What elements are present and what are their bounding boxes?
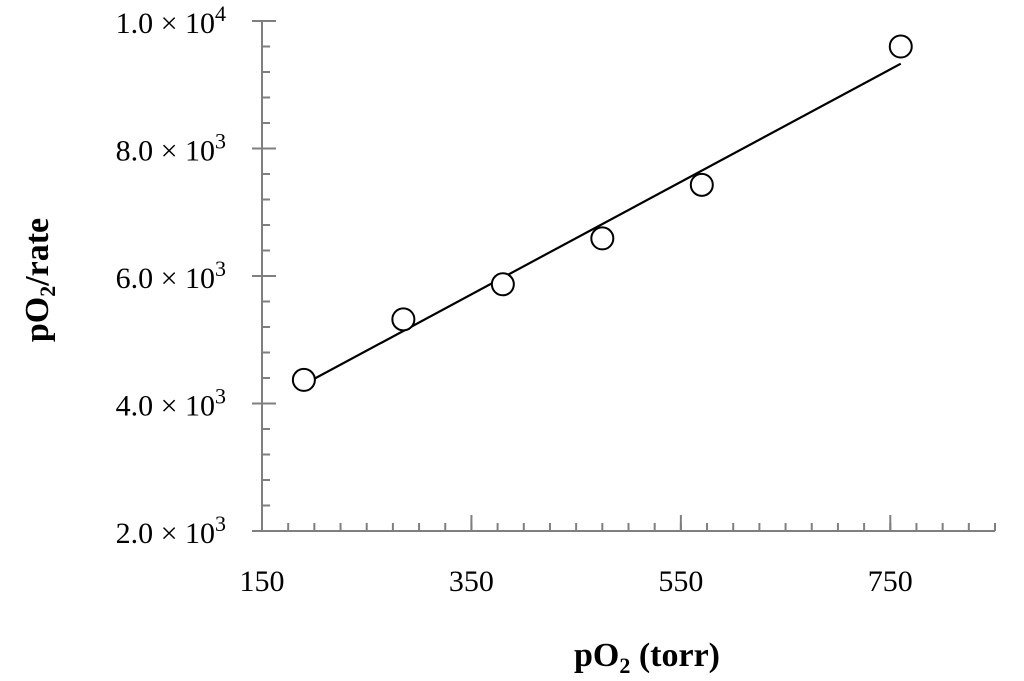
y-tick-label: 1.0 × 104 <box>116 1 226 40</box>
trendline <box>303 62 902 386</box>
data-point <box>689 172 714 197</box>
x-tick-label: 150 <box>240 565 285 598</box>
data-point <box>490 272 515 297</box>
y-tick-label: 2.0 × 103 <box>116 511 226 550</box>
data-point <box>590 226 615 251</box>
x-tick-label: 350 <box>449 565 494 598</box>
x-tick-label: 550 <box>658 565 703 598</box>
y-tick-label: 6.0 × 103 <box>116 256 226 295</box>
y-axis-title: pO2/rate <box>19 218 60 342</box>
y-tick-label: 4.0 × 103 <box>116 384 226 423</box>
data-points <box>291 34 913 392</box>
data-point <box>391 307 416 332</box>
ticks <box>252 20 996 532</box>
y-tick-label: 8.0 × 103 <box>116 129 226 168</box>
data-point <box>291 367 316 392</box>
x-axis-title: pO2 (torr) <box>574 637 720 678</box>
axes <box>261 21 995 532</box>
x-tick-label: 750 <box>868 565 913 598</box>
tick-labels: 150 350 550 750 2.0 × 103 4.0 × 103 6.0 × 103 8… <box>116 1 913 598</box>
trendline-group <box>303 62 902 386</box>
data-point <box>888 34 913 59</box>
